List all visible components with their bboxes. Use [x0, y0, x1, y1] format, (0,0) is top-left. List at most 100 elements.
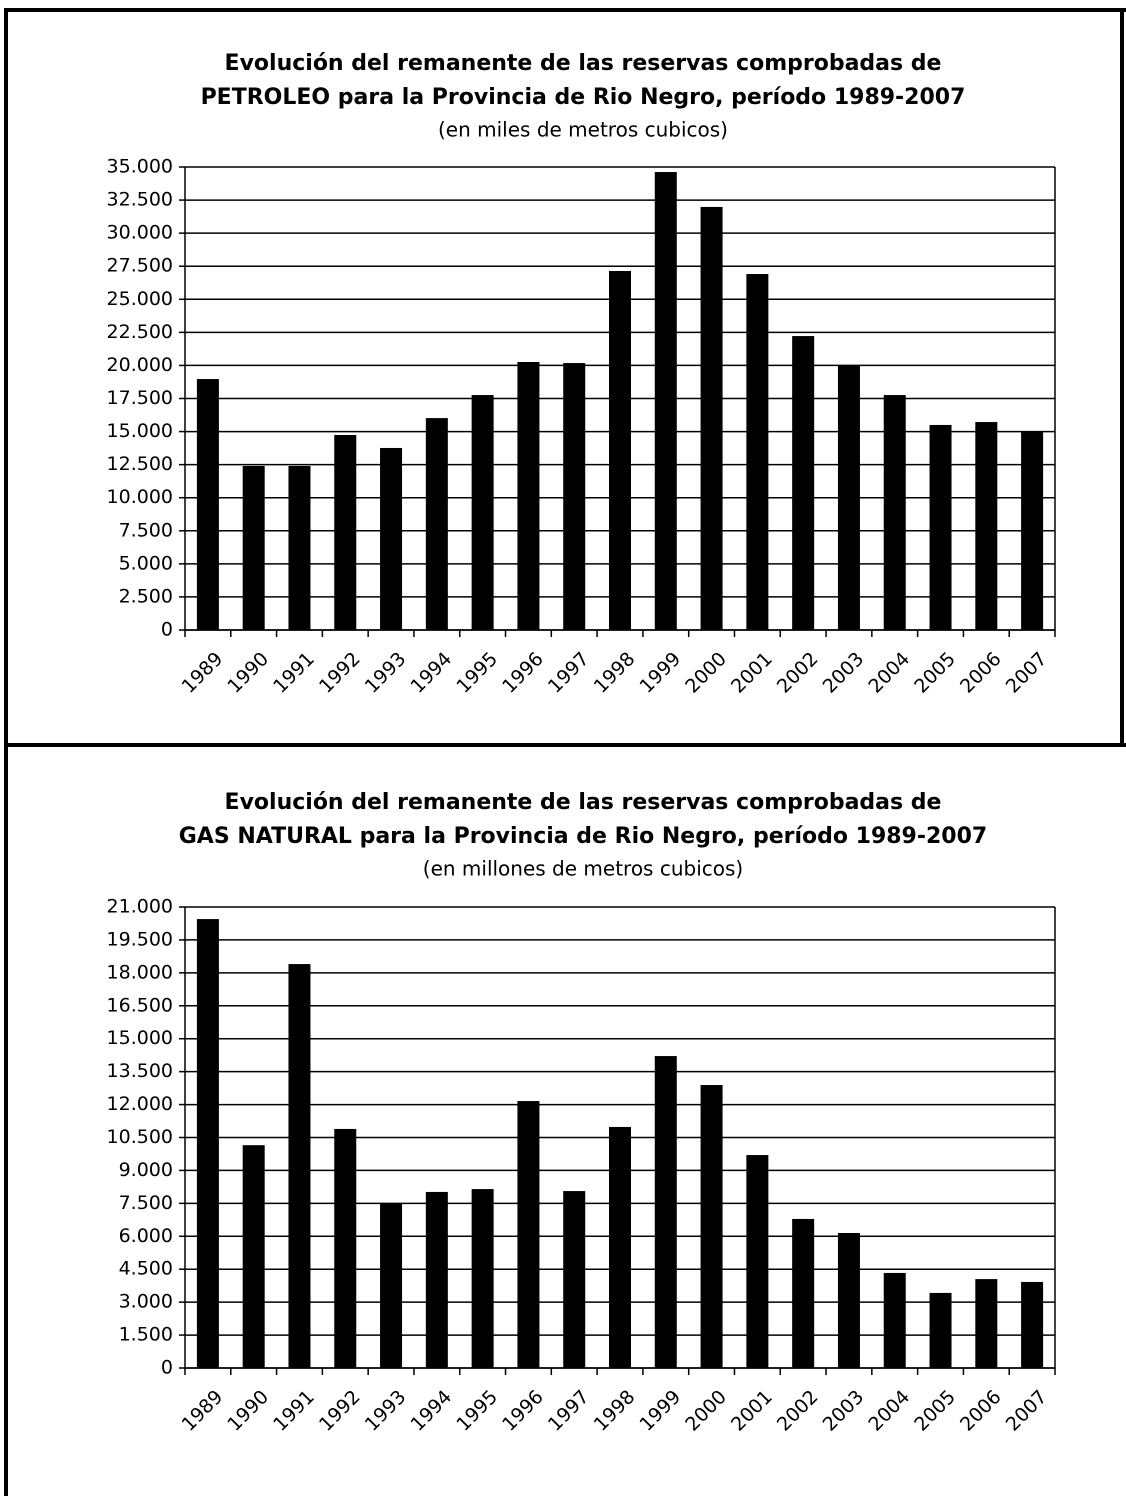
- chart-subtitle: (en millones de metros cubicos): [423, 857, 743, 881]
- x-tick-label: 1995: [452, 648, 502, 698]
- x-tick-label: 1989: [178, 648, 228, 698]
- y-tick-label: 25.000: [107, 288, 173, 310]
- bar: [334, 435, 357, 630]
- y-tick-label: 15.000: [107, 1027, 173, 1049]
- bar: [425, 418, 448, 630]
- bar: [929, 424, 952, 630]
- y-tick-label: 30.000: [107, 222, 173, 244]
- bar: [380, 1203, 403, 1368]
- y-tick-label: 0: [161, 619, 173, 641]
- bar: [1021, 1281, 1044, 1368]
- y-tick-label: 22.500: [107, 321, 173, 343]
- bar: [517, 1101, 540, 1368]
- y-tick-label: 12.000: [107, 1093, 173, 1115]
- bar: [517, 361, 540, 630]
- y-tick-label: 16.500: [107, 994, 173, 1016]
- x-tick-label: 2007: [1002, 1386, 1052, 1436]
- bar: [380, 447, 403, 630]
- x-tick-label: 1998: [590, 1386, 640, 1436]
- x-tick-label: 2006: [956, 648, 1006, 698]
- chart-title: Evolución del remanente de las reservas …: [225, 51, 942, 76]
- x-tick-label: 2002: [773, 648, 823, 698]
- x-tick-label: 1996: [498, 648, 548, 698]
- bar: [288, 465, 311, 630]
- bar: [929, 1292, 952, 1368]
- x-tick-label: 1990: [223, 648, 273, 698]
- bar: [746, 274, 769, 630]
- bar: [654, 172, 677, 630]
- bar: [746, 1155, 769, 1368]
- bar: [196, 919, 219, 1368]
- x-tick-label: 1996: [498, 1386, 548, 1436]
- y-tick-label: 13.500: [107, 1060, 173, 1082]
- bar: [792, 1218, 815, 1368]
- bar: [837, 1232, 860, 1368]
- bar: [792, 336, 815, 630]
- y-tick-label: 7.500: [119, 1192, 173, 1214]
- x-tick-label: 1994: [407, 1386, 457, 1436]
- x-tick-label: 2005: [910, 648, 960, 698]
- y-tick-label: 10.500: [107, 1126, 173, 1148]
- y-tick-label: 21.000: [107, 896, 173, 918]
- y-tick-label: 0: [161, 1357, 173, 1379]
- bar: [837, 365, 860, 630]
- y-tick-label: 9.000: [119, 1159, 173, 1181]
- y-tick-label: 1.500: [119, 1324, 173, 1346]
- x-tick-label: 1989: [178, 1386, 228, 1436]
- y-tick-label: 17.500: [107, 387, 173, 409]
- chart-title: Evolución del remanente de las reservas …: [225, 790, 942, 815]
- x-tick-label: 1993: [361, 1386, 411, 1436]
- y-tick-label: 6.000: [119, 1225, 173, 1247]
- bar: [242, 465, 265, 630]
- x-tick-label: 2001: [727, 648, 777, 698]
- x-tick-label: 1991: [269, 648, 319, 698]
- bar: [334, 1128, 357, 1368]
- y-tick-label: 12.500: [107, 453, 173, 475]
- chart-title: PETROLEO para la Provincia de Rio Negro,…: [201, 85, 966, 110]
- x-tick-label: 2005: [910, 1386, 960, 1436]
- y-tick-label: 10.000: [107, 486, 173, 508]
- bar: [700, 1085, 723, 1368]
- y-tick-label: 7.500: [119, 519, 173, 541]
- y-tick-label: 5.000: [119, 552, 173, 574]
- chart-subtitle: (en miles de metros cubicos): [438, 118, 728, 142]
- bar: [471, 1189, 494, 1368]
- x-tick-label: 2006: [956, 1386, 1006, 1436]
- x-tick-label: 2004: [864, 1386, 914, 1436]
- x-tick-label: 2003: [819, 648, 869, 698]
- bar: [1021, 431, 1044, 630]
- y-tick-label: 20.000: [107, 354, 173, 376]
- x-tick-label: 1993: [361, 648, 411, 698]
- y-tick-label: 27.500: [107, 255, 173, 277]
- bar: [975, 1279, 998, 1368]
- bar: [425, 1191, 448, 1368]
- bar: [609, 270, 631, 630]
- x-tick-label: 1999: [635, 1386, 685, 1436]
- bar: [975, 422, 998, 630]
- x-tick-label: 1997: [544, 648, 594, 698]
- y-tick-label: 4.500: [119, 1258, 173, 1280]
- x-tick-label: 1992: [315, 648, 365, 698]
- x-tick-label: 2004: [864, 648, 914, 698]
- x-tick-label: 2002: [773, 1386, 823, 1436]
- x-tick-label: 2003: [819, 1386, 869, 1436]
- x-tick-label: 1994: [407, 648, 457, 698]
- x-tick-label: 2000: [681, 1386, 731, 1436]
- chart-title: GAS NATURAL para la Provincia de Rio Neg…: [179, 824, 987, 849]
- bar: [563, 363, 586, 630]
- x-tick-label: 1995: [452, 1386, 502, 1436]
- y-tick-label: 2.500: [119, 585, 173, 607]
- bar: [242, 1145, 265, 1368]
- x-tick-label: 1997: [544, 1386, 594, 1436]
- y-tick-label: 18.000: [107, 961, 173, 983]
- x-tick-label: 1999: [635, 648, 685, 698]
- x-tick-label: 1991: [269, 1386, 319, 1436]
- bar: [609, 1126, 631, 1368]
- y-tick-label: 19.500: [107, 928, 173, 950]
- x-tick-label: 1990: [223, 1386, 273, 1436]
- bar: [196, 379, 219, 630]
- bar: [700, 206, 723, 630]
- bar: [654, 1056, 677, 1368]
